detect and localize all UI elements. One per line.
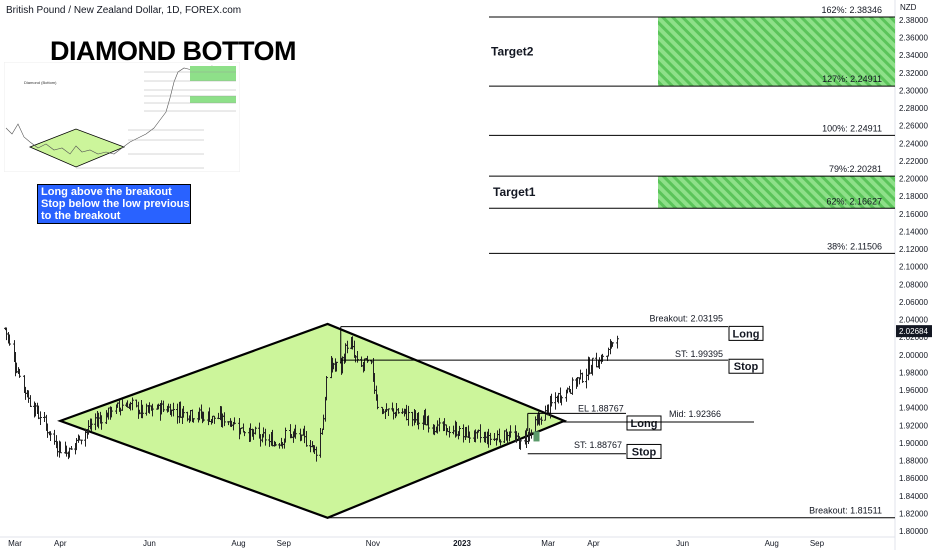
x-tick-label: Apr [54, 539, 67, 548]
x-tick-label: Jun [676, 539, 689, 548]
x-tick-label: Aug [231, 539, 245, 548]
level-tag-box [728, 325, 764, 341]
y-tick-label: 1.86000 [899, 474, 928, 483]
fib-level-label: 62%: 2.16627 [826, 196, 882, 206]
level-tag-text: Stop [734, 361, 759, 373]
fib-level-label: 100%: 2.24911 [822, 123, 882, 133]
price-bars [4, 327, 619, 462]
x-tick-label: Mar [8, 539, 22, 548]
x-tick-label: Aug [765, 539, 779, 548]
y-tick-label: 2.32000 [899, 69, 928, 78]
breakout-label: Breakout: 2.03195 [649, 314, 723, 324]
currency-unit: NZD [900, 3, 917, 12]
y-tick-label: 2.38000 [899, 16, 928, 25]
y-tick-label: 2.18000 [899, 192, 928, 201]
breakout-low-label: Breakout: 1.81511 [809, 506, 882, 516]
thumbnail-target1 [190, 96, 236, 103]
y-tick-label: 2.16000 [899, 210, 928, 219]
y-tick-label: 2.04000 [899, 316, 928, 325]
y-tick-label: 2.30000 [899, 86, 928, 95]
level-tag-text: Long [733, 328, 760, 340]
y-tick-label: 1.94000 [899, 404, 928, 413]
y-tick-label: 1.82000 [899, 509, 928, 518]
note-line-2: Stop below the low previous [41, 198, 190, 210]
strategy-note: Long above the breakout Stop below the l… [37, 184, 191, 224]
level-tag[interactable]: Long [728, 325, 764, 341]
thumbnail-diamond [28, 128, 126, 168]
y-tick-label: 2.08000 [899, 280, 928, 289]
x-tick-label: Sep [810, 539, 825, 548]
y-tick-label: 2.26000 [899, 122, 928, 131]
y-tick-label: 1.98000 [899, 368, 928, 377]
thumbnail-chart: Diamond (Bottom) [4, 62, 240, 172]
stop2-label: ST: 1.88767 [574, 440, 622, 450]
y-tick-label: 2.12000 [899, 245, 928, 254]
y-tick-label: 2.02000 [899, 333, 928, 342]
target-zone [658, 16, 895, 87]
entry-marker [533, 431, 540, 442]
y-tick-label: 2.10000 [899, 263, 928, 272]
thumbnail-target2 [190, 66, 236, 81]
y-tick-label: 2.24000 [899, 139, 928, 148]
y-tick-label: 2.06000 [899, 298, 928, 307]
y-tick-label: 2.36000 [899, 34, 928, 43]
x-tick-label: Apr [587, 539, 600, 548]
y-tick-label: 1.80000 [899, 527, 928, 536]
y-tick-label: 1.88000 [899, 457, 928, 466]
y-tick-label: 1.96000 [899, 386, 928, 395]
level-tag[interactable]: Long [626, 415, 662, 431]
diamond-pattern[interactable] [57, 322, 568, 519]
y-tick-label: 2.20000 [899, 175, 928, 184]
level-tag-box [728, 358, 764, 374]
chart-title: DIAMOND BOTTOM [50, 36, 296, 66]
target-zone [658, 176, 895, 209]
fib-level-label: 38%: 2.11506 [827, 241, 882, 251]
level-tag-box [626, 415, 662, 431]
y-tick-label: 1.92000 [899, 421, 928, 430]
x-tick-label: Mar [541, 539, 555, 548]
x-tick-label: 2023 [453, 539, 471, 548]
last-price-tag [896, 325, 932, 338]
last-price-label: 2.02684 [899, 327, 928, 336]
level-tag-text: Stop [632, 446, 657, 458]
x-tick-label: Jun [143, 539, 156, 548]
target-label: Target1 [493, 185, 536, 199]
fib-level-label: 162%: 2.38346 [821, 5, 882, 15]
stop-label: ST: 1.99395 [675, 349, 723, 359]
y-tick-label: 2.34000 [899, 51, 928, 60]
level-tag[interactable]: Stop [626, 443, 662, 459]
y-tick-label: 2.28000 [899, 104, 928, 113]
x-tick-label: Nov [366, 539, 380, 548]
y-tick-label: 2.00000 [899, 351, 928, 360]
thumbnail-caption: Diamond (Bottom) [24, 80, 57, 85]
symbol-header[interactable]: British Pound / New Zealand Dollar, 1D, … [6, 5, 242, 16]
level-tag-text: Long [631, 418, 658, 430]
y-tick-label: 1.84000 [899, 492, 928, 501]
fib-level-label: 79%:2.20281 [829, 164, 882, 174]
level-tag-box [626, 443, 662, 459]
fib-level-label: 127%: 2.24911 [822, 74, 882, 84]
x-tick-label: Sep [277, 539, 292, 548]
y-tick-label: 2.22000 [899, 157, 928, 166]
level-tag[interactable]: Stop [728, 358, 764, 374]
mid-label: Mid: 1.92366 [669, 409, 721, 419]
note-line-3: to the breakout [41, 210, 121, 222]
y-tick-label: 2.14000 [899, 227, 928, 236]
y-tick-label: 1.90000 [899, 439, 928, 448]
note-line-1: Long above the breakout [41, 186, 172, 198]
entry-label: EL 1.88767 [578, 403, 624, 413]
target-label: Target2 [491, 45, 534, 59]
